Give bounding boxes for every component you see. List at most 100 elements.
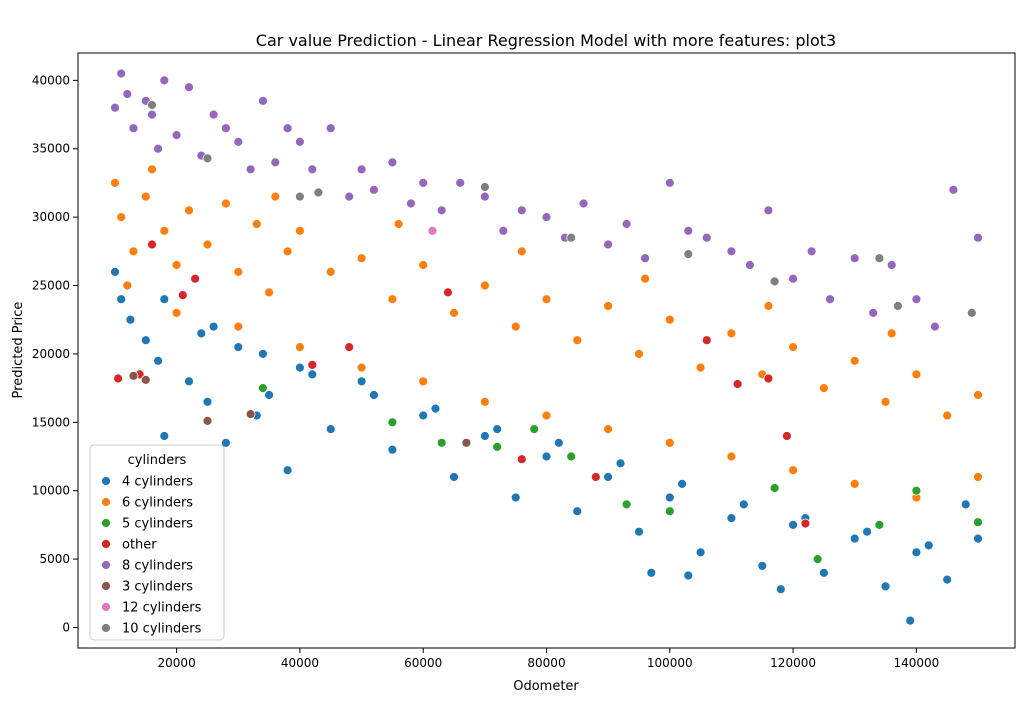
data-point-6-cylinders: [220, 198, 231, 209]
data-point-8-cylinders: [806, 246, 817, 257]
data-point-4-cylinders: [220, 437, 231, 448]
data-point-6-cylinders: [788, 465, 798, 476]
data-point-6-cylinders: [973, 390, 983, 400]
data-point-8-cylinders: [868, 307, 879, 318]
legend-box: [89, 444, 225, 641]
data-point-8-cylinders: [640, 253, 650, 264]
data-point-8-cylinders: [763, 205, 774, 216]
data-point-8-cylinders: [436, 205, 447, 216]
data-point-10-cylinders: [893, 301, 903, 311]
data-point-6-cylinders: [634, 348, 644, 359]
y-tick-label: 25000: [32, 279, 70, 293]
data-point-10-cylinders: [874, 253, 885, 264]
data-point-other: [190, 273, 201, 284]
data-point-6-cylinders: [418, 376, 429, 387]
data-point-4-cylinders: [116, 294, 127, 305]
data-point-8-cylinders: [233, 136, 244, 147]
legend-label: 6 cylinders: [122, 496, 193, 511]
data-point-8-cylinders: [498, 225, 509, 236]
data-point-6-cylinders: [356, 362, 367, 373]
data-point-6-cylinders: [479, 396, 490, 407]
data-point-5-cylinders: [911, 485, 922, 496]
data-point-10-cylinders: [769, 276, 780, 287]
data-point-6-cylinders: [603, 301, 613, 311]
data-point-4-cylinders: [603, 472, 613, 482]
data-point-8-cylinders: [683, 225, 694, 236]
x-axis-ticks: 20000 40000 60000 80000 100000 120000 140000: [158, 648, 939, 670]
data-point-4-cylinders: [572, 506, 583, 517]
data-point-6-cylinders: [325, 266, 336, 277]
data-point-8-cylinders: [387, 157, 398, 168]
data-point-8-cylinders: [455, 177, 466, 188]
data-point-4-cylinders: [973, 533, 983, 544]
data-point-other: [307, 359, 318, 370]
data-point-6-cylinders: [147, 164, 157, 175]
data-point-8-cylinders: [886, 260, 897, 270]
y-tick-label: 0: [62, 620, 70, 634]
data-point-6-cylinders: [356, 253, 367, 264]
data-point-4-cylinders: [356, 376, 367, 387]
legend-label: 3 cylinders: [122, 580, 193, 595]
data-point-8-cylinders: [664, 177, 675, 188]
data-point-4-cylinders: [862, 526, 872, 537]
data-point-8-cylinders: [270, 157, 281, 168]
data-point-4-cylinders: [819, 567, 829, 578]
legend-marker: [101, 560, 111, 570]
x-tick-label: 60000: [404, 656, 442, 670]
data-point-6-cylinders: [819, 383, 829, 394]
data-point-6-cylinders: [264, 287, 275, 298]
data-point-5-cylinders: [769, 483, 780, 493]
data-point-4-cylinders: [726, 513, 737, 523]
legend: cylinders 4 cylinders 6 cylinders 5 cylind…: [89, 444, 225, 641]
data-point-4-cylinders: [738, 499, 749, 510]
data-point-10-cylinders: [313, 187, 324, 198]
data-point-8-cylinders: [110, 102, 120, 113]
data-point-4-cylinders: [849, 533, 860, 544]
x-tick-label: 20000: [158, 656, 196, 670]
data-point-8-cylinders: [116, 68, 127, 79]
data-point-4-cylinders: [905, 615, 916, 626]
data-point-8-cylinders: [122, 89, 133, 99]
data-point-6-cylinders: [911, 369, 922, 380]
data-point-8-cylinders: [825, 294, 835, 305]
data-point-6-cylinders: [763, 301, 774, 311]
data-point-6-cylinders: [387, 294, 398, 305]
data-point-8-cylinders: [159, 75, 170, 86]
data-point-3-cylinders: [461, 437, 472, 448]
legend-marker: [101, 518, 111, 528]
data-point-8-cylinders: [307, 164, 318, 175]
data-point-4-cylinders: [153, 355, 164, 366]
data-point-other: [516, 454, 527, 465]
data-point-10-cylinders: [479, 182, 490, 192]
data-point-4-cylinders: [264, 390, 275, 400]
data-point-4-cylinders: [418, 410, 429, 421]
x-tick-label: 120000: [770, 656, 816, 670]
data-point-4-cylinders: [553, 437, 564, 448]
data-point-6-cylinders: [973, 472, 983, 482]
legend-title: cylinders: [128, 453, 187, 468]
y-tick-label: 5000: [39, 552, 70, 566]
data-point-6-cylinders: [270, 191, 281, 202]
data-point-other: [177, 290, 188, 301]
data-point-6-cylinders: [140, 191, 151, 202]
data-point-other: [590, 472, 601, 482]
data-point-8-cylinders: [356, 164, 367, 175]
data-point-4-cylinders: [942, 574, 953, 585]
data-point-6-cylinders: [251, 219, 262, 229]
legend-marker: [101, 476, 111, 486]
data-point-4-cylinders: [257, 348, 268, 359]
data-point-5-cylinders: [664, 506, 675, 517]
data-point-8-cylinders: [788, 273, 798, 284]
data-point-6-cylinders: [294, 342, 305, 353]
data-point-10-cylinders: [294, 191, 305, 202]
y-tick-label: 30000: [32, 210, 70, 224]
data-point-6-cylinders: [418, 260, 429, 270]
data-point-10-cylinders: [966, 307, 977, 318]
data-point-4-cylinders: [184, 376, 194, 387]
data-point-6-cylinders: [393, 219, 404, 229]
data-point-4-cylinders: [492, 424, 503, 435]
legend-marker: [101, 623, 111, 633]
data-point-6-cylinders: [849, 355, 860, 366]
data-point-6-cylinders: [171, 307, 182, 318]
